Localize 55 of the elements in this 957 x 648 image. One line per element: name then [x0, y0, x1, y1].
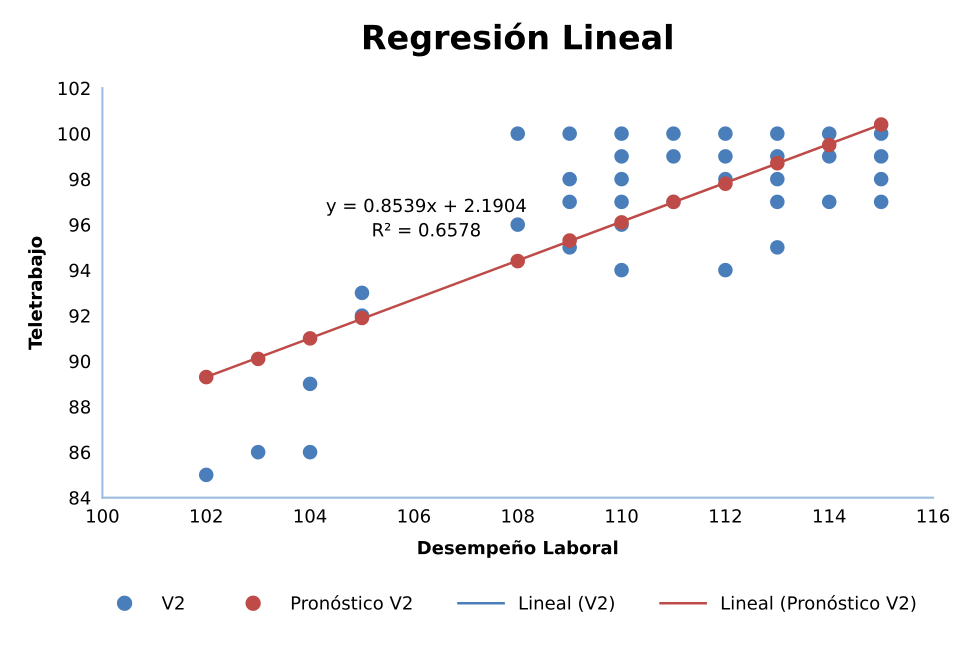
point — [718, 262, 733, 278]
point — [822, 194, 837, 210]
y-tick-label: 84 — [70, 491, 90, 505]
legend-label: V2 — [162, 596, 184, 610]
point — [562, 172, 577, 186]
point — [874, 172, 888, 186]
y-tick-label: 90 — [69, 354, 90, 368]
y-tick-label: 96 — [69, 218, 90, 232]
y-tick-label: 98 — [69, 172, 90, 186]
point — [614, 172, 629, 186]
point — [666, 126, 681, 141]
point — [302, 376, 318, 392]
y-tick-label: 92 — [69, 309, 90, 323]
y-tick-label: 86 — [70, 446, 90, 460]
point — [562, 126, 577, 141]
x-tick-label: 108 — [502, 509, 534, 523]
point — [354, 286, 370, 300]
point — [666, 149, 681, 164]
x-tick-label: 110 — [606, 509, 638, 523]
x-tick-label: 106 — [398, 509, 430, 523]
point — [614, 126, 629, 141]
point — [250, 444, 266, 460]
point — [198, 468, 214, 482]
x-tick-label: 114 — [814, 509, 846, 522]
y-tick-label: 102 — [58, 82, 90, 96]
y-tick-label: 100 — [58, 127, 90, 141]
point — [614, 262, 629, 278]
point — [874, 194, 888, 210]
x-tick-label: 100 — [87, 509, 118, 523]
point — [718, 149, 733, 164]
x-tick-label: 116 — [918, 509, 950, 523]
point — [718, 126, 733, 141]
legend-label: Lineal (V2) — [520, 596, 614, 612]
point — [302, 444, 318, 460]
legend-label: Lineal (Pronóstico V2) — [722, 595, 916, 612]
y-tick-label: 94 — [69, 264, 90, 278]
point — [562, 194, 577, 210]
point — [510, 217, 526, 232]
x-tick-label: 102 — [190, 509, 222, 523]
x-tick-label: 104 — [294, 509, 326, 523]
point — [770, 194, 785, 210]
point — [510, 126, 526, 141]
y-axis-title: Teletrabajo — [28, 236, 46, 350]
point — [874, 149, 888, 164]
chart-title: Regresión Lineal — [364, 22, 672, 56]
annotation: y = 0.8539x + 2.1904 R² = 0.6578 — [326, 198, 526, 237]
point — [770, 240, 785, 255]
y-tick-label: 88 — [70, 400, 90, 414]
legend-label: Pronóstico V2 — [292, 595, 412, 610]
point — [770, 126, 785, 141]
point — [770, 172, 785, 186]
x-axis-title: Desempeño Laboral — [418, 540, 618, 558]
point — [614, 194, 629, 210]
point — [614, 149, 629, 164]
x-tick-label: 112 — [710, 509, 741, 522]
